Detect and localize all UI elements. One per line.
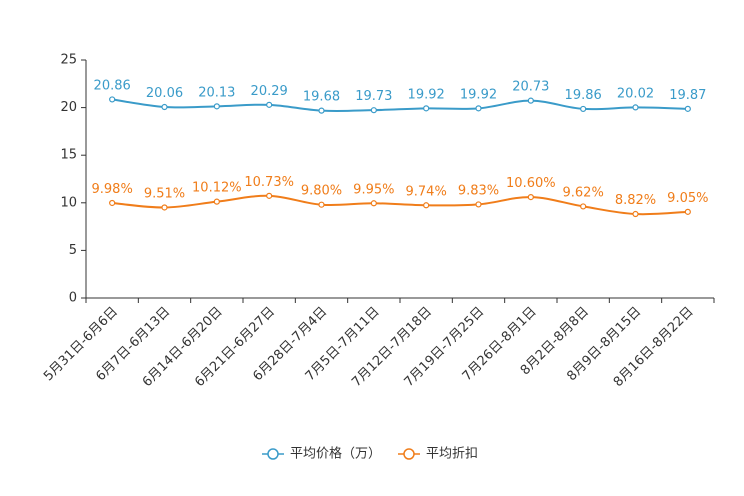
data-label: 19.92 <box>460 87 497 102</box>
data-point[interactable] <box>109 199 116 207</box>
data-label: 8.82% <box>615 193 656 208</box>
y-tick-label: 15 <box>60 148 77 163</box>
data-label: 9.83% <box>458 183 499 198</box>
data-point[interactable] <box>632 104 639 111</box>
data-label: 20.06 <box>146 86 183 101</box>
y-axis-ticks: 0 5 10 15 20 25 <box>60 53 86 306</box>
data-point[interactable] <box>684 208 691 215</box>
data-label: 19.73 <box>355 89 392 104</box>
series-layer: 20.86 20.06 20.13 20.29 19.68 19.73 19.92 19.92… <box>92 78 708 218</box>
data-label: 10.12% <box>192 181 242 196</box>
data-label: 10.60% <box>506 176 556 191</box>
data-point[interactable] <box>213 198 220 205</box>
data-point[interactable] <box>475 201 482 208</box>
y-tick-label: 5 <box>69 243 77 258</box>
x-axis-ticks: 5月31日-6月6日6月7日-6月13日6月14日-6月20日6月21日-6月2… <box>41 298 715 390</box>
data-point[interactable] <box>475 105 482 112</box>
data-label: 20.13 <box>198 85 235 100</box>
data-point[interactable] <box>527 97 534 104</box>
legend-marker-icon <box>403 448 415 460</box>
data-point[interactable] <box>109 96 116 103</box>
data-label: 9.62% <box>563 185 604 200</box>
series-avg-price: 20.86 20.06 20.13 20.29 19.68 19.73 19.92 19.92… <box>94 78 706 114</box>
data-label: 20.29 <box>251 84 288 99</box>
data-label: 19.86 <box>565 88 602 103</box>
legend-label: 平均折扣 <box>426 447 478 462</box>
data-label: 20.73 <box>512 80 549 95</box>
data-label: 9.51% <box>144 186 185 201</box>
data-label: 9.05% <box>667 191 708 206</box>
y-tick-label: 10 <box>60 195 77 210</box>
legend-marker-icon <box>267 448 279 460</box>
data-point[interactable] <box>370 200 377 207</box>
y-tick-label: 20 <box>60 100 77 115</box>
legend-item-avg-price[interactable]: 平均价格（万） <box>262 446 381 462</box>
data-point[interactable] <box>318 107 325 114</box>
data-point[interactable] <box>370 107 377 114</box>
data-point[interactable] <box>580 203 587 210</box>
data-label: 19.68 <box>303 90 340 105</box>
data-label: 9.80% <box>301 184 342 199</box>
data-label: 20.02 <box>617 86 654 101</box>
y-tick-label: 0 <box>69 291 77 306</box>
data-label: 9.98% <box>92 182 133 197</box>
data-point[interactable] <box>266 101 273 108</box>
data-point[interactable] <box>161 204 168 211</box>
data-point[interactable] <box>527 193 534 201</box>
data-point[interactable] <box>213 103 220 110</box>
data-point[interactable] <box>684 105 691 112</box>
data-label: 10.73% <box>244 175 294 190</box>
legend[interactable]: 平均价格（万） 平均折扣 <box>262 446 478 462</box>
series-line <box>112 98 688 113</box>
data-point[interactable] <box>580 105 587 113</box>
y-tick-label: 25 <box>60 53 77 68</box>
series-avg-discount: 9.98% 9.51% 10.12% 10.73% 9.80% 9.95% 9.74% 9.8… <box>92 175 708 218</box>
legend-item-avg-discount[interactable]: 平均折扣 <box>398 447 478 462</box>
data-point[interactable] <box>266 192 273 199</box>
data-label: 19.87 <box>669 88 706 103</box>
data-point[interactable] <box>632 210 639 218</box>
data-point[interactable] <box>423 105 430 112</box>
legend-label: 平均价格（万） <box>290 446 381 462</box>
data-point[interactable] <box>161 103 168 111</box>
data-label: 19.92 <box>408 87 445 102</box>
data-label: 9.95% <box>353 182 394 197</box>
data-point[interactable] <box>318 201 325 208</box>
data-label: 20.86 <box>94 78 131 93</box>
data-label: 9.74% <box>406 184 447 199</box>
data-point[interactable] <box>423 202 430 209</box>
series-line <box>112 194 688 216</box>
